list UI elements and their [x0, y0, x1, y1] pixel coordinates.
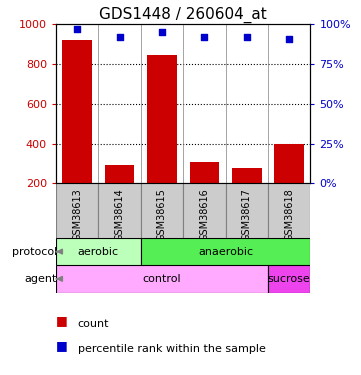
Text: count: count [78, 320, 109, 329]
Bar [268, 265, 310, 292]
Title: GDS1448 / 260604_at: GDS1448 / 260604_at [99, 7, 267, 23]
Bar [232, 168, 262, 183]
Point [117, 34, 122, 40]
Text: GSM38618: GSM38618 [284, 188, 294, 240]
Text: GSM38616: GSM38616 [199, 188, 209, 240]
Bar [141, 183, 183, 238]
Point [244, 34, 250, 40]
Text: ■: ■ [56, 314, 68, 327]
Bar [268, 183, 310, 238]
Point [286, 36, 292, 42]
Bar [105, 165, 134, 183]
Bar [62, 40, 92, 183]
Bar [56, 265, 268, 292]
Point [74, 26, 80, 32]
Text: GSM38614: GSM38614 [114, 188, 125, 240]
Text: GSM38617: GSM38617 [242, 188, 252, 241]
Bar [147, 55, 177, 183]
Point [159, 29, 165, 35]
Text: agent: agent [25, 274, 57, 284]
Bar [56, 183, 98, 238]
Bar [98, 183, 141, 238]
Text: ■: ■ [56, 339, 68, 352]
Bar [190, 162, 219, 183]
Text: GSM38613: GSM38613 [72, 188, 82, 240]
Bar [274, 144, 304, 183]
Text: aerobic: aerobic [78, 247, 119, 256]
Bar [183, 183, 226, 238]
Text: protocol: protocol [12, 247, 57, 256]
Bar [56, 238, 141, 265]
Text: percentile rank within the sample: percentile rank within the sample [78, 344, 265, 354]
Point [201, 34, 207, 40]
Text: GSM38615: GSM38615 [157, 188, 167, 241]
Text: anaerobic: anaerobic [198, 247, 253, 256]
Bar [141, 238, 310, 265]
Text: sucrose: sucrose [268, 274, 310, 284]
Text: control: control [143, 274, 181, 284]
Bar [226, 183, 268, 238]
